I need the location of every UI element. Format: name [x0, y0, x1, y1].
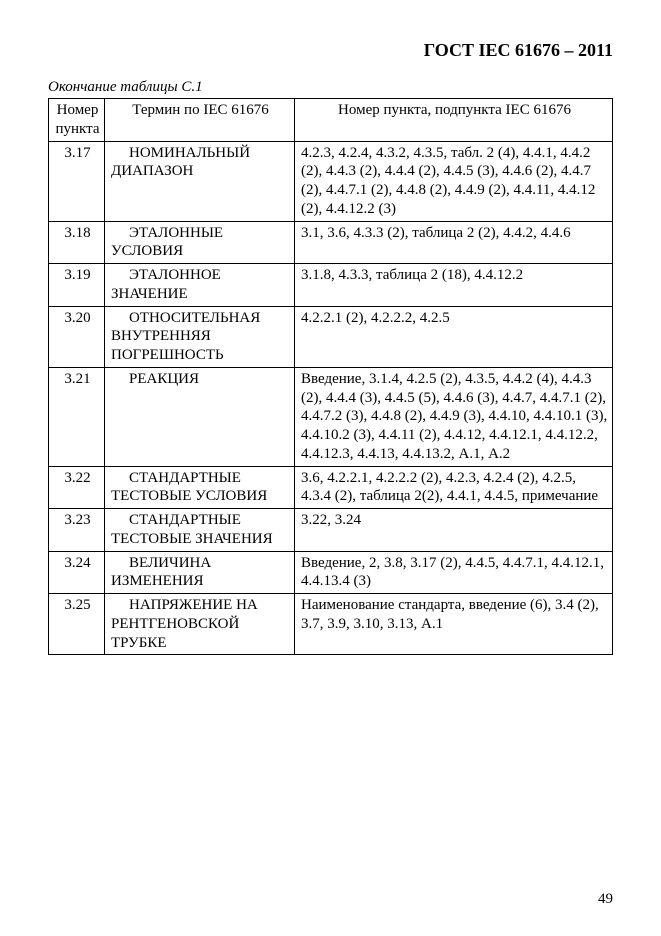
col-header-refs: Номер пункта, подпункта IEC 61676	[295, 99, 613, 142]
cell-refs: Введение, 3.1.4, 4.2.5 (2), 4.3.5, 4.4.2…	[295, 367, 613, 466]
col-header-num: Номер пункта	[49, 99, 105, 142]
cell-term: ЭТАЛОННЫЕ УСЛОВИЯ	[105, 221, 295, 264]
document-header: ГОСТ IEC 61676 – 2011	[48, 40, 613, 61]
cell-refs: 4.2.2.1 (2), 4.2.2.2, 4.2.5	[295, 306, 613, 367]
cell-term: ЭТАЛОННОЕ ЗНАЧЕНИЕ	[105, 264, 295, 307]
cell-refs: 3.6, 4.2.2.1, 4.2.2.2 (2), 4.2.3, 4.2.4 …	[295, 466, 613, 509]
cell-term: РЕАКЦИЯ	[105, 367, 295, 466]
cell-num: 3.23	[49, 509, 105, 552]
cell-refs: 3.22, 3.24	[295, 509, 613, 552]
terms-table: Номер пункта Термин по IEC 61676 Номер п…	[48, 98, 613, 655]
cell-num: 3.22	[49, 466, 105, 509]
table-row: 3.17 НОМИНАЛЬНЫЙ ДИАПАЗОН 4.2.3, 4.2.4, …	[49, 141, 613, 221]
cell-term: СТАНДАРТНЫЕ ТЕСТОВЫЕ ЗНАЧЕНИЯ	[105, 509, 295, 552]
cell-term: НОМИНАЛЬНЫЙ ДИАПАЗОН	[105, 141, 295, 221]
cell-num: 3.20	[49, 306, 105, 367]
cell-term: НАПРЯЖЕНИЕ НА РЕНТГЕНОВСКОЙ ТРУБКЕ	[105, 594, 295, 655]
cell-refs: 3.1.8, 4.3.3, таблица 2 (18), 4.4.12.2	[295, 264, 613, 307]
cell-num: 3.17	[49, 141, 105, 221]
table-row: 3.22 СТАНДАРТНЫЕ ТЕСТОВЫЕ УСЛОВИЯ 3.6, 4…	[49, 466, 613, 509]
table-caption: Окончание таблицы С.1	[48, 79, 613, 96]
table-header-row: Номер пункта Термин по IEC 61676 Номер п…	[49, 99, 613, 142]
cell-num: 3.18	[49, 221, 105, 264]
cell-refs: Введение, 2, 3.8, 3.17 (2), 4.4.5, 4.4.7…	[295, 551, 613, 594]
table-row: 3.21 РЕАКЦИЯ Введение, 3.1.4, 4.2.5 (2),…	[49, 367, 613, 466]
table-row: 3.20 ОТНОСИТЕЛЬНАЯ ВНУТРЕННЯЯ ПОГРЕШНОСТ…	[49, 306, 613, 367]
cell-term: СТАНДАРТНЫЕ ТЕСТОВЫЕ УСЛОВИЯ	[105, 466, 295, 509]
cell-term: ОТНОСИТЕЛЬНАЯ ВНУТРЕННЯЯ ПОГРЕШНОСТЬ	[105, 306, 295, 367]
table-row: 3.25 НАПРЯЖЕНИЕ НА РЕНТГЕНОВСКОЙ ТРУБКЕ …	[49, 594, 613, 655]
col-header-num-line1: Номер	[57, 102, 99, 118]
cell-num: 3.25	[49, 594, 105, 655]
cell-num: 3.21	[49, 367, 105, 466]
cell-refs: 3.1, 3.6, 4.3.3 (2), таблица 2 (2), 4.4.…	[295, 221, 613, 264]
page-number: 49	[598, 891, 613, 908]
table-row: 3.19 ЭТАЛОННОЕ ЗНАЧЕНИЕ 3.1.8, 4.3.3, та…	[49, 264, 613, 307]
cell-refs: 4.2.3, 4.2.4, 4.3.2, 4.3.5, табл. 2 (4),…	[295, 141, 613, 221]
table-row: 3.23 СТАНДАРТНЫЕ ТЕСТОВЫЕ ЗНАЧЕНИЯ 3.22,…	[49, 509, 613, 552]
table-row: 3.24 ВЕЛИЧИНА ИЗМЕНЕНИЯ Введение, 2, 3.8…	[49, 551, 613, 594]
cell-refs: Наименование стандарта, введение (6), 3.…	[295, 594, 613, 655]
cell-term: ВЕЛИЧИНА ИЗМЕНЕНИЯ	[105, 551, 295, 594]
col-header-term: Термин по IEC 61676	[105, 99, 295, 142]
table-row: 3.18 ЭТАЛОННЫЕ УСЛОВИЯ 3.1, 3.6, 4.3.3 (…	[49, 221, 613, 264]
page: ГОСТ IEC 61676 – 2011 Окончание таблицы …	[0, 0, 661, 936]
cell-num: 3.19	[49, 264, 105, 307]
cell-num: 3.24	[49, 551, 105, 594]
col-header-num-line2: пункта	[55, 121, 99, 137]
